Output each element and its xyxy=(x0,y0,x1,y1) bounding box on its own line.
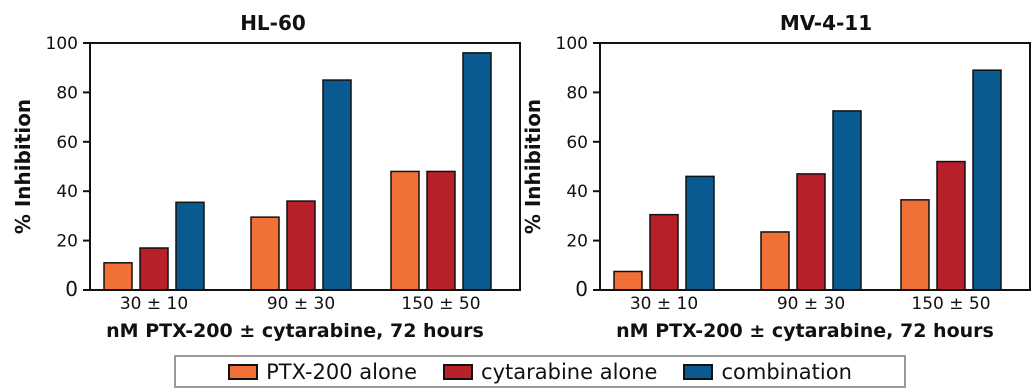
chart-1-y-axis-label: % Inhibition xyxy=(11,99,35,234)
legend-swatch-ptx200 xyxy=(228,363,259,380)
legend-label-combination: combination xyxy=(721,359,852,384)
chart-1-bar-1-2 xyxy=(139,247,169,291)
chart-2-bar-1-2 xyxy=(649,213,679,291)
chart-1-y-tick-label-5: 80 xyxy=(56,83,78,103)
chart-2-plot-frame xyxy=(599,42,1031,291)
legend-swatch-cytarabine xyxy=(443,363,474,380)
legend-item-combination: combination xyxy=(683,359,852,384)
chart-2-bar-3-3 xyxy=(972,69,1002,291)
chart-1-x-tick-label-1: 30 ± 10 xyxy=(120,294,188,314)
chart-2-bar-2-2 xyxy=(796,173,826,291)
chart-2-y-tick-label-3: 40 xyxy=(566,182,588,202)
chart-2-bar-2-3 xyxy=(832,110,862,291)
chart-1-y-tick-label-1: 0 xyxy=(65,277,78,301)
legend-label-ptx200: PTX-200 alone xyxy=(266,359,418,384)
chart-2-bar-1-3 xyxy=(685,175,715,291)
legend-item-ptx200: PTX-200 alone xyxy=(228,360,417,384)
chart-2-y-axis-label: % Inhibition xyxy=(521,99,545,234)
chart-1-y-tick-label-3: 40 xyxy=(56,182,78,202)
chart-2-bar-3-2 xyxy=(936,160,966,291)
legend-swatch-combination xyxy=(683,363,714,380)
chart-2-bar-2-1 xyxy=(760,231,790,291)
chart-2-y-tick-label-2: 20 xyxy=(566,232,588,252)
chart-1-bar-1-3 xyxy=(175,201,205,291)
chart-2-y-tick-label-1: 0 xyxy=(575,277,588,301)
chart-1-x-tick-label-3: 150 ± 50 xyxy=(401,294,480,314)
chart-2-x-tick-label-3: 150 ± 50 xyxy=(911,294,990,314)
chart-1-plot-frame xyxy=(89,42,521,291)
chart-1-bar-3-2 xyxy=(426,170,456,291)
chart-1-bar-3-3 xyxy=(462,52,492,291)
figure: HL-60 30 ± 10 90 ± 30 150 ± 50 0 20 40 60 80 100%… xyxy=(11,11,1031,342)
chart-1-bar-1-1 xyxy=(103,262,133,291)
chart-2-x-tick-label-1: 30 ± 10 xyxy=(630,294,698,314)
chart-1-bar-3-1 xyxy=(390,170,420,291)
chart-1: HL-60 30 ± 10 90 ± 30 150 ± 50 0 20 40 60 80 100%… xyxy=(11,11,521,342)
chart-1-bar-2-3 xyxy=(322,79,352,291)
legend: PTX-200 alone cytarabine alone combinati… xyxy=(174,355,906,388)
chart-2-bar-3-1 xyxy=(900,199,930,291)
chart-2-y-tick-label-5: 80 xyxy=(566,83,588,103)
chart-2-title: MV-4-11 xyxy=(780,11,872,35)
chart-1-y-tick-label-2: 20 xyxy=(56,232,78,252)
chart-2-y-tick-label-4: 60 xyxy=(566,133,588,153)
chart-1-title: HL-60 xyxy=(240,11,306,35)
chart-1-x-axis-label: nM PTX-200 ± cytarabine, 72 hours xyxy=(106,320,484,342)
legend-label-cytarabine: cytarabine alone xyxy=(481,359,658,384)
chart-1-y-tick-label-6: 100 xyxy=(46,34,78,54)
chart-1-bar-2-1 xyxy=(250,216,280,291)
chart-1-y-tick-label-4: 60 xyxy=(56,133,78,153)
chart-2-y-tick-label-6: 100 xyxy=(556,34,588,54)
chart-2-bar-1-1 xyxy=(613,270,643,291)
chart-2-x-tick-label-2: 90 ± 30 xyxy=(777,294,845,314)
chart-2: MV-4-11 30 ± 10 90 ± 30 150 ± 50 0 20 40 60 80 10… xyxy=(521,11,1031,342)
chart-1-x-tick-label-2: 90 ± 30 xyxy=(267,294,335,314)
chart-1-bar-2-2 xyxy=(286,200,316,291)
chart-2-x-axis-label: nM PTX-200 ± cytarabine, 72 hours xyxy=(616,320,994,342)
legend-item-cytarabine: cytarabine alone xyxy=(443,360,657,384)
